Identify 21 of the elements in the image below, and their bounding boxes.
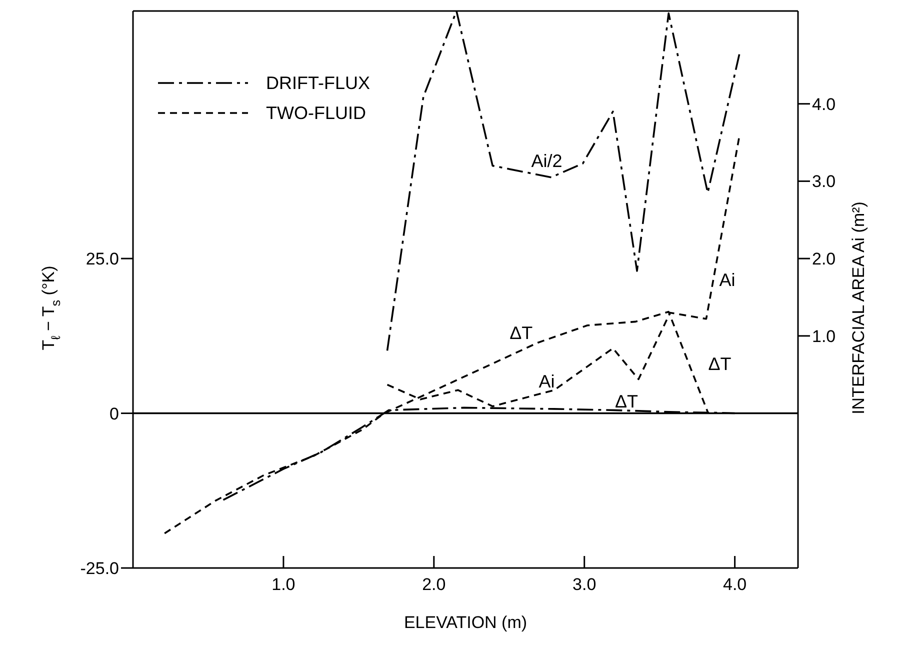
y-tick-label: 0 bbox=[110, 404, 119, 424]
x-axis-title: ELEVATION (m) bbox=[404, 613, 528, 632]
annotation: Ai bbox=[538, 371, 555, 392]
y2-tick-label: 4.0 bbox=[812, 94, 836, 114]
annotation: ΔT bbox=[510, 323, 533, 344]
x-tick-label: 3.0 bbox=[572, 575, 596, 594]
y2-tick-label: 2.0 bbox=[812, 250, 836, 269]
annotation: ΔT bbox=[614, 391, 638, 412]
y-tick-label: 25.0 bbox=[86, 250, 119, 269]
legend-label: TWO-FLUID bbox=[266, 102, 366, 124]
annotation: Ai bbox=[719, 270, 736, 290]
x-tick-label: 4.0 bbox=[722, 575, 747, 594]
y2-axis-title: INTERFACIAL AREA Ai (m²) bbox=[848, 202, 868, 414]
legend-label: DRIFT-FLUX bbox=[266, 72, 370, 94]
y2-tick-label: 3.0 bbox=[812, 172, 836, 192]
y2-tick-label: 1.0 bbox=[812, 326, 836, 346]
x-tick-label: 1.0 bbox=[272, 575, 296, 594]
y-tick-label: -25.0 bbox=[80, 559, 119, 578]
x-tick-label: 2.0 bbox=[422, 575, 446, 594]
annotation: ΔT bbox=[708, 354, 732, 374]
annotation: Ai/2 bbox=[531, 151, 562, 172]
